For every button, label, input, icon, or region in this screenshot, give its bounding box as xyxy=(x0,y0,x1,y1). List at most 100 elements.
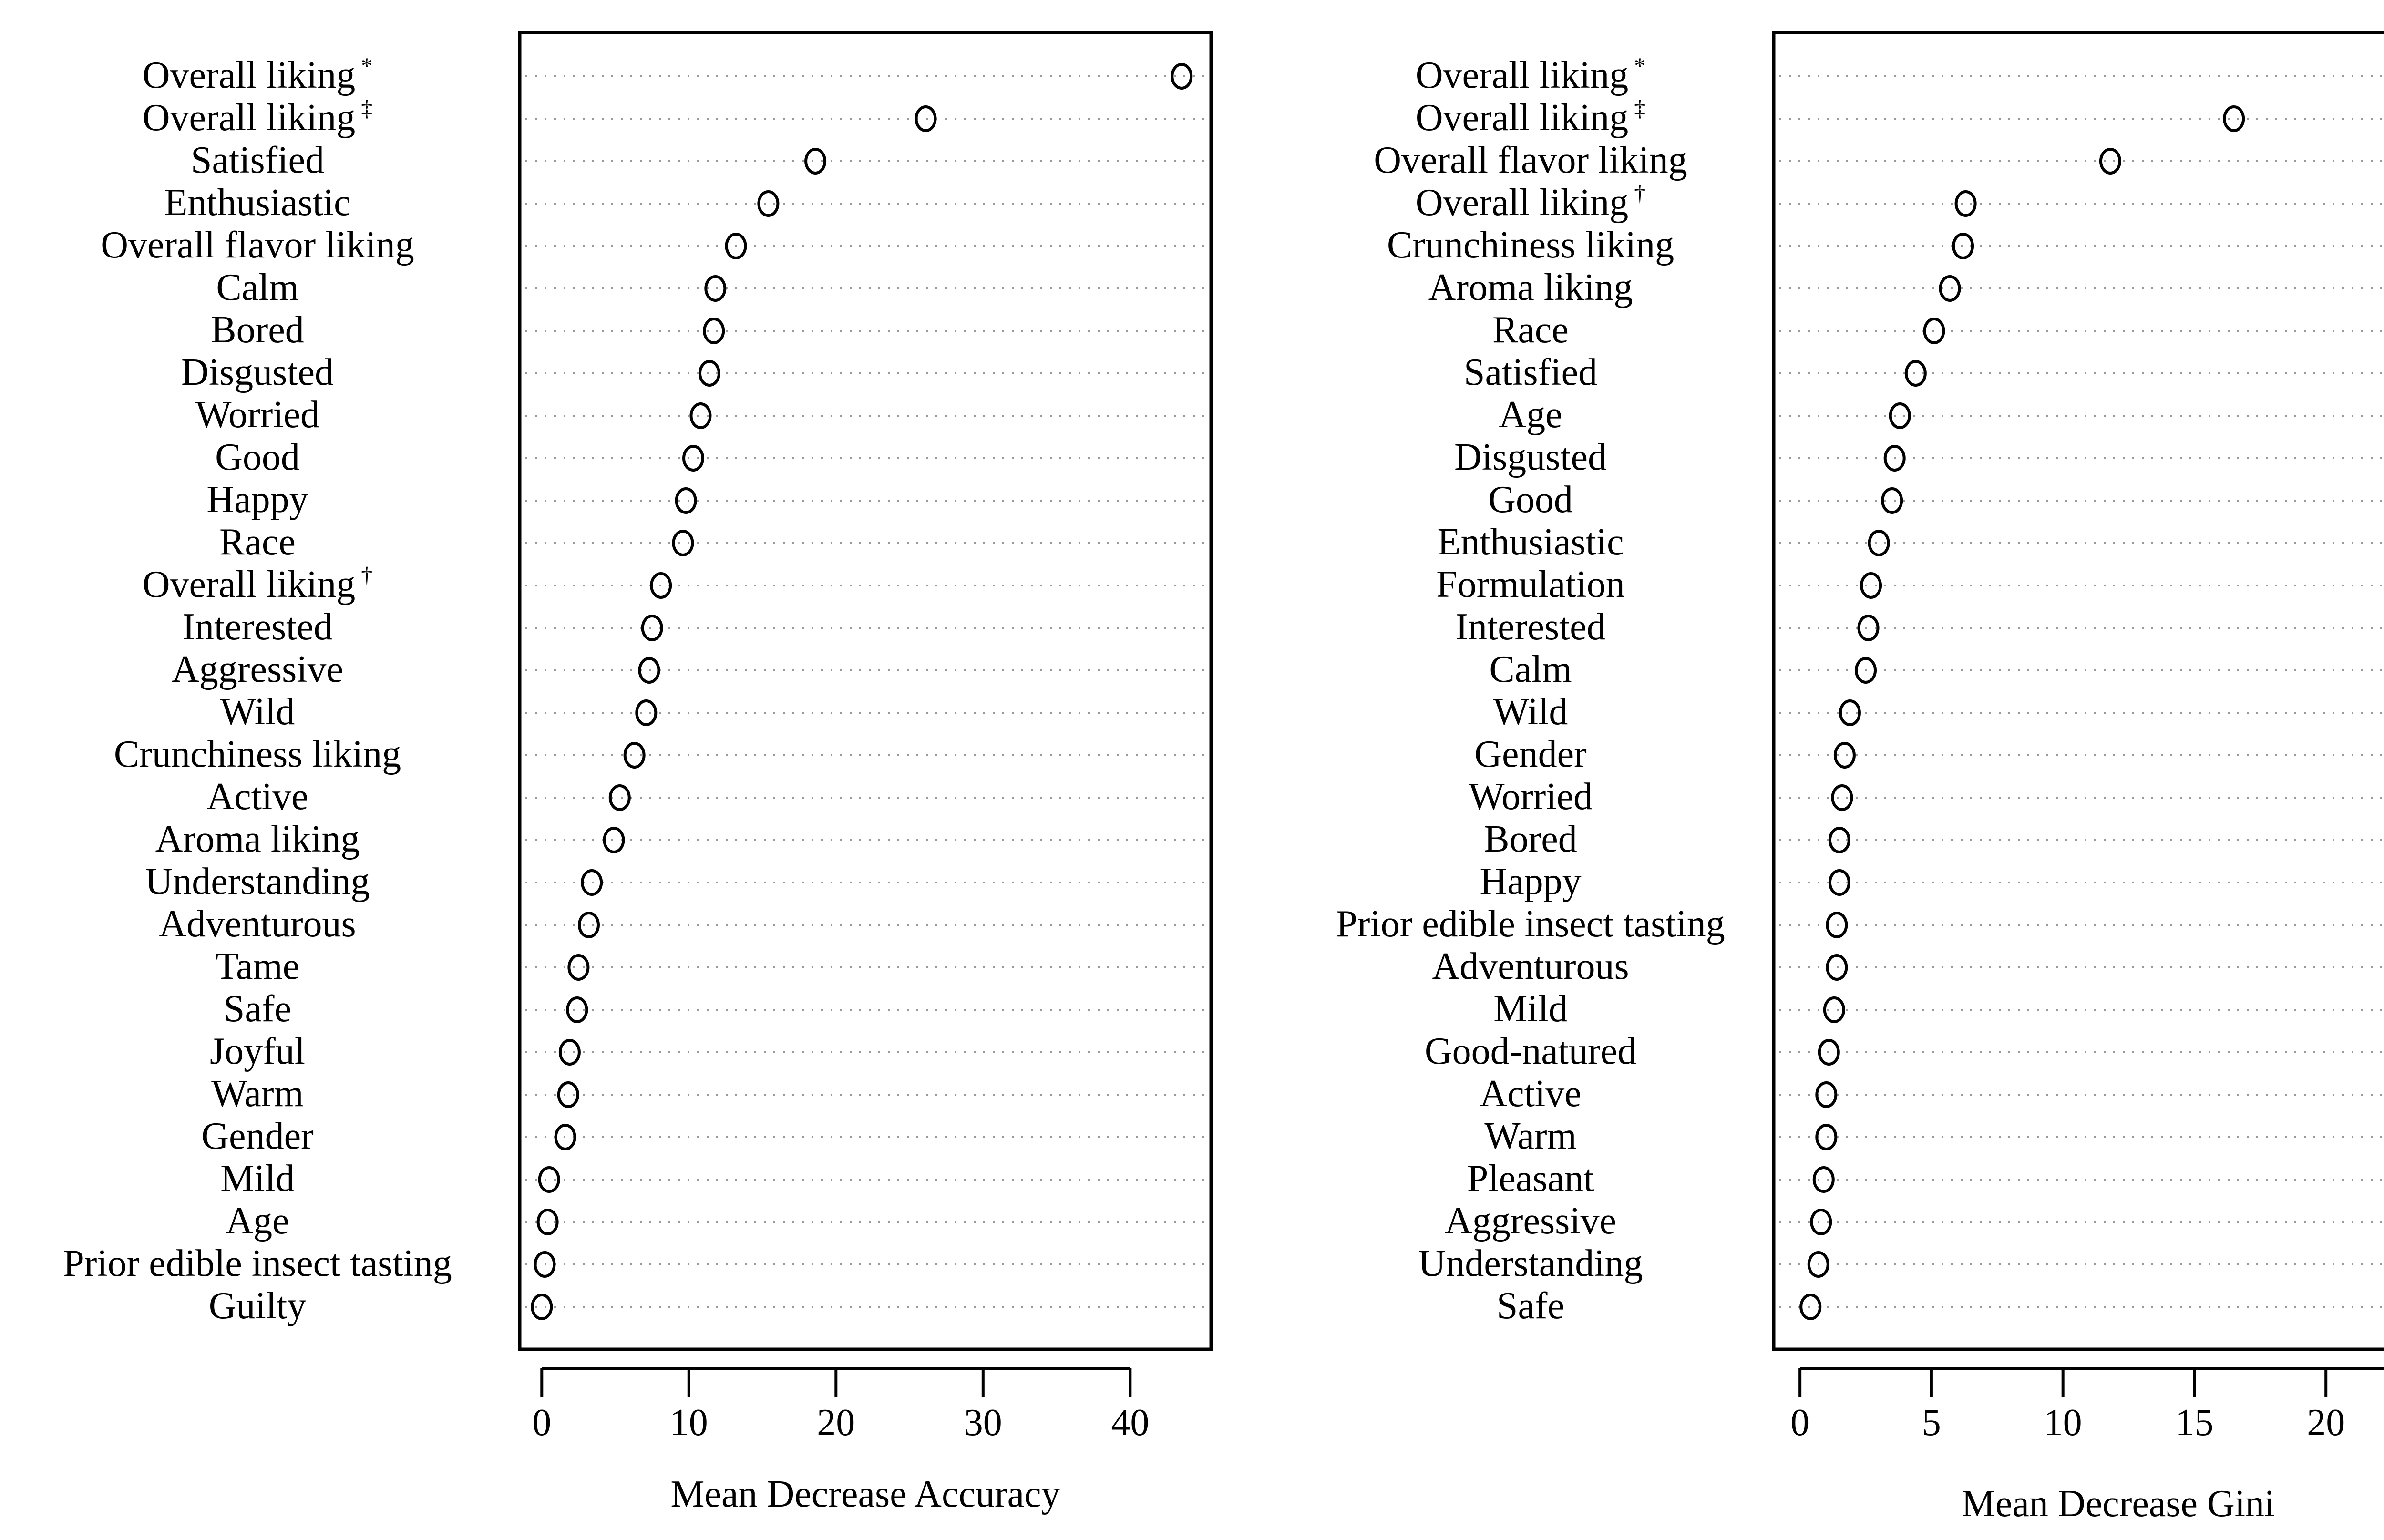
data-point xyxy=(703,318,725,344)
row-label-text: Age xyxy=(226,1200,289,1242)
row-label-text: Overall liking xyxy=(1416,182,1629,224)
gini-panel: Overall liking *Overall liking ‡Overall fl… xyxy=(1336,31,2384,1525)
data-point xyxy=(608,784,631,811)
data-point xyxy=(581,869,603,896)
data-point xyxy=(1828,827,1850,853)
row-label: Mild xyxy=(1493,988,1568,1030)
data-point xyxy=(1828,869,1850,896)
row-label-text: Joyful xyxy=(210,1030,305,1072)
data-point xyxy=(1815,1081,1838,1108)
data-point xyxy=(1807,1251,1829,1278)
row-label: Enthusiastic xyxy=(1437,521,1624,563)
row-label-text: Crunchiness liking xyxy=(114,733,401,775)
x-tick-label: 0 xyxy=(1790,1402,1809,1444)
data-point xyxy=(725,233,747,259)
row-label-text: Safe xyxy=(224,988,291,1030)
row-label-text: Aroma liking xyxy=(155,818,360,860)
row-label: Calm xyxy=(1489,648,1572,690)
row-label-text: Guilty xyxy=(209,1285,306,1327)
data-point xyxy=(558,1039,581,1066)
row-label-text: Calm xyxy=(1489,648,1572,690)
row-label-text: Overall liking xyxy=(143,564,356,606)
row-label-text: Wild xyxy=(220,691,295,733)
row-label: Aggressive xyxy=(172,648,343,690)
row-label-text: Worried xyxy=(1469,776,1593,818)
row-label-text: Enthusiastic xyxy=(164,182,350,224)
data-point xyxy=(1810,1209,1832,1235)
data-point xyxy=(689,402,712,429)
row-label: Bored xyxy=(211,309,304,351)
x-tick-label: 30 xyxy=(964,1402,1002,1444)
row-label-text: Understanding xyxy=(1418,1242,1643,1284)
data-point xyxy=(1952,233,1974,259)
data-point xyxy=(675,487,697,514)
row-label-text: Warm xyxy=(1484,1115,1576,1157)
row-label-text: Good xyxy=(1488,479,1573,521)
row-label: Overall flavor liking xyxy=(1374,139,1687,181)
data-point xyxy=(1855,657,1877,684)
row-label: Satisfied xyxy=(191,139,324,181)
row-label: Prior edible insect tasting xyxy=(1336,903,1725,945)
data-point xyxy=(567,954,590,981)
data-point xyxy=(650,572,672,599)
data-point xyxy=(1904,360,1927,387)
x-tick-label: 20 xyxy=(817,1402,855,1444)
data-point xyxy=(1831,784,1853,811)
row-label: Understanding xyxy=(1418,1242,1643,1284)
row-label: Calm xyxy=(216,267,298,308)
row-label: Prior edible insect tasting xyxy=(63,1242,452,1284)
row-label-text: Active xyxy=(1480,1073,1581,1115)
x-tick-label: 10 xyxy=(2044,1402,2082,1444)
data-point xyxy=(557,1081,579,1108)
row-label-text: Mild xyxy=(1493,988,1568,1030)
accuracy-panel: Overall liking *Overall liking ‡SatisfiedE… xyxy=(63,31,1213,1515)
row-label: Aroma liking xyxy=(155,818,360,860)
row-label: Crunchiness liking xyxy=(114,733,401,775)
row-label: Warm xyxy=(211,1073,303,1115)
x-axis-title: Mean Decrease Gini xyxy=(1962,1483,2275,1525)
row-label: Safe xyxy=(1497,1285,1564,1327)
row-label-mark: ‡ xyxy=(361,96,372,121)
row-label-text: Calm xyxy=(216,267,298,308)
row-label-mark: * xyxy=(361,53,372,79)
data-point xyxy=(641,615,663,641)
row-label: Worried xyxy=(195,394,319,436)
row-label: Good-natured xyxy=(1425,1030,1636,1072)
data-point xyxy=(1839,699,1861,726)
row-label: Adventurous xyxy=(1432,945,1629,987)
data-point xyxy=(1889,402,1911,429)
data-point xyxy=(1857,615,1880,641)
row-label: Wild xyxy=(1493,691,1568,733)
row-label: Safe xyxy=(224,988,291,1030)
row-label-text: Pleasant xyxy=(1467,1158,1594,1200)
row-label: Satisfied xyxy=(1464,351,1597,393)
row-label-text: Aroma liking xyxy=(1428,267,1633,308)
row-label-text: Adventurous xyxy=(1432,945,1629,987)
row-label: Overall liking * xyxy=(1416,53,1646,96)
row-label-text: Bored xyxy=(1484,818,1577,860)
row-label-text: Happy xyxy=(1480,861,1581,903)
row-label-text: Interested xyxy=(1455,606,1605,648)
row-label: Overall liking * xyxy=(143,53,373,96)
row-label: Tame xyxy=(216,945,300,987)
row-label-text: Bored xyxy=(211,309,304,351)
row-label-text: Overall liking xyxy=(143,54,356,96)
row-label-text: Aggressive xyxy=(172,648,343,690)
row-label-text: Crunchiness liking xyxy=(1387,224,1674,266)
plot-frame xyxy=(1772,31,2384,1351)
row-label: Race xyxy=(219,521,296,563)
row-label-text: Happy xyxy=(206,479,308,521)
row-label: Overall liking ‡ xyxy=(143,96,373,139)
row-label: Pleasant xyxy=(1467,1158,1594,1200)
row-label: Active xyxy=(1480,1073,1581,1115)
row-label: Warm xyxy=(1484,1115,1576,1157)
row-label-mark: † xyxy=(1634,181,1645,206)
row-label-text: Understanding xyxy=(145,861,370,903)
data-point xyxy=(1818,1039,1840,1066)
row-label: Interested xyxy=(1455,606,1605,648)
row-label: Overall flavor liking xyxy=(101,224,414,266)
row-label: Overall liking † xyxy=(143,563,373,606)
row-label: Formulation xyxy=(1436,564,1625,606)
row-label-text: Gender xyxy=(201,1115,313,1157)
row-label: Happy xyxy=(206,479,308,521)
